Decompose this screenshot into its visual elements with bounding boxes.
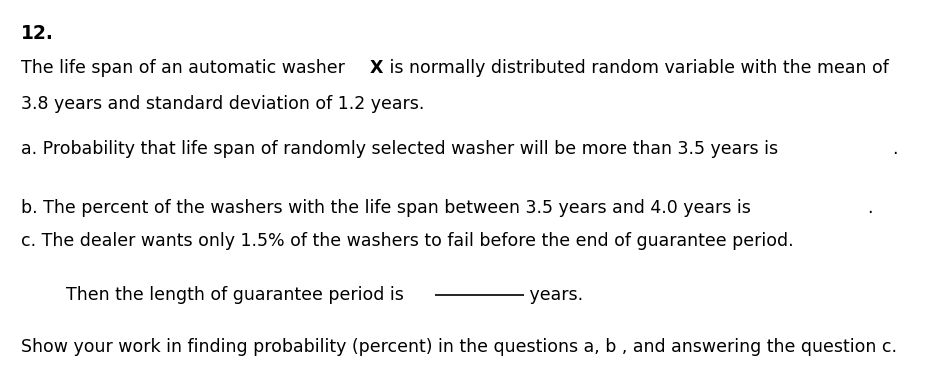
- Text: 3.8 years and standard deviation of 1.2 years.: 3.8 years and standard deviation of 1.2 …: [21, 95, 424, 113]
- Text: The life span of an automatic washer: The life span of an automatic washer: [21, 59, 351, 77]
- Text: b. The percent of the washers with the life span between 3.5 years and 4.0 years: b. The percent of the washers with the l…: [21, 199, 751, 216]
- Text: 12.: 12.: [21, 24, 54, 43]
- Text: Then the length of guarantee period is: Then the length of guarantee period is: [66, 286, 415, 304]
- Text: .: .: [892, 140, 898, 158]
- Text: c. The dealer wants only 1.5% of the washers to fail before the end of guarantee: c. The dealer wants only 1.5% of the was…: [21, 233, 794, 250]
- Text: years.: years.: [524, 286, 584, 304]
- Text: a. Probability that life span of randomly selected washer will be more than 3.5 : a. Probability that life span of randoml…: [21, 140, 784, 158]
- Text: X: X: [370, 59, 383, 77]
- Text: Show your work in finding probability (percent) in the questions a, b , and answ: Show your work in finding probability (p…: [21, 338, 897, 356]
- Text: .: .: [867, 199, 872, 216]
- Text: is normally distributed random variable with the mean of: is normally distributed random variable …: [384, 59, 889, 77]
